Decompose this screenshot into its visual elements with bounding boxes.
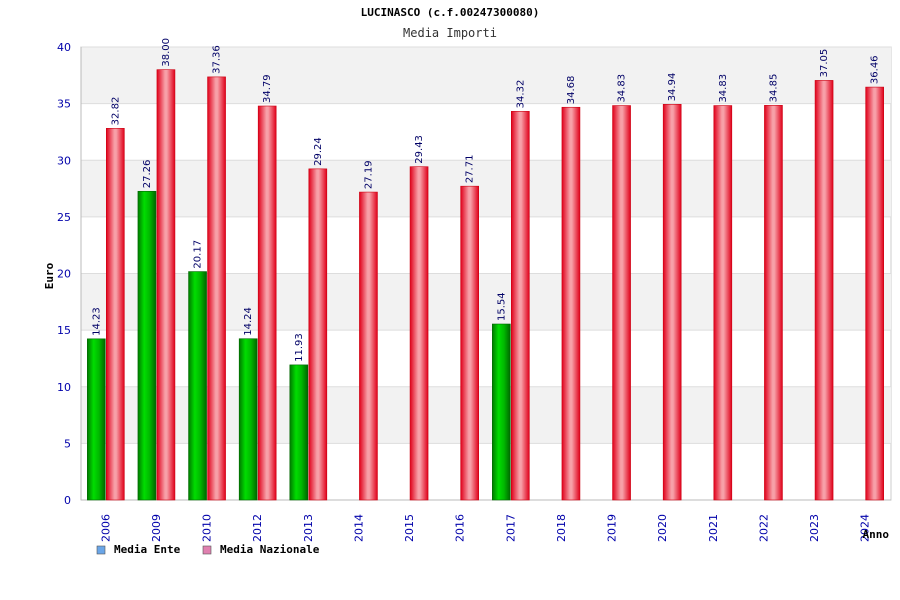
bar-media-nazionale-2017 xyxy=(511,111,530,501)
x-tick-label: 2022 xyxy=(757,514,770,542)
bar-media-nazionale-2024 xyxy=(865,86,884,501)
x-tick-label: 2017 xyxy=(504,514,517,542)
legend: Media Ente Media Nazionale xyxy=(96,543,320,556)
y-tick-label: 15 xyxy=(57,324,71,337)
x-tick-label: 2023 xyxy=(808,514,821,542)
data-label: 27.26 xyxy=(142,160,153,189)
bar-media-nazionale-2009 xyxy=(156,69,176,501)
bar-media-ente-2009 xyxy=(137,190,157,501)
x-tick-label: 2013 xyxy=(302,514,315,542)
data-label: 15.54 xyxy=(496,292,507,321)
y-tick-label: 5 xyxy=(64,437,71,450)
y-tick-label: 20 xyxy=(57,268,71,281)
chart-subtitle: Media Importi xyxy=(403,26,497,40)
data-label: 14.23 xyxy=(91,307,102,336)
y-tick-label: 30 xyxy=(57,154,71,167)
data-label: 27.19 xyxy=(363,160,374,189)
x-tick-label: 2018 xyxy=(555,514,568,542)
y-tick-label: 40 xyxy=(57,41,71,54)
data-label: 27.71 xyxy=(465,155,476,184)
bar-media-nazionale-2021 xyxy=(713,105,733,501)
bar-media-nazionale-2013 xyxy=(308,168,328,501)
data-label: 29.43 xyxy=(414,135,425,164)
data-label: 37.05 xyxy=(819,49,830,78)
data-label: 34.79 xyxy=(262,74,273,103)
data-label: 36.46 xyxy=(870,55,881,84)
bar-media-ente-2006 xyxy=(87,338,106,501)
bar-media-nazionale-2006 xyxy=(106,128,125,501)
data-label: 34.94 xyxy=(667,73,678,102)
bar-media-ente-2017 xyxy=(492,323,511,501)
data-label: 38.00 xyxy=(161,38,172,67)
x-axis-ticks: 2006 2009 2010 2012 2013 2014 2015 2016 2017 2018… xyxy=(99,514,871,542)
x-tick-label: 2024 xyxy=(859,514,872,542)
bar-media-nazionale-2014 xyxy=(359,191,378,501)
data-label: 34.85 xyxy=(768,74,779,103)
y-tick-label: 0 xyxy=(64,494,71,507)
x-tick-label: 2015 xyxy=(403,514,416,542)
x-tick-label: 2010 xyxy=(201,514,214,542)
data-label: 20.17 xyxy=(193,240,204,269)
x-axis-label: Anno xyxy=(863,528,890,541)
bar-media-ente-2013 xyxy=(289,364,309,501)
data-label: 14.24 xyxy=(243,307,254,336)
y-tick-label: 35 xyxy=(57,98,71,111)
bar-media-ente-2012 xyxy=(238,338,258,501)
x-tick-label: 2006 xyxy=(99,514,112,542)
y-axis-label: Euro xyxy=(43,262,56,289)
data-label: 34.32 xyxy=(515,80,526,109)
bar-media-nazionale-2018 xyxy=(561,106,581,501)
legend-label-media-ente: Media Ente xyxy=(114,543,181,556)
y-axis-ticks: 0 5 10 15 20 25 30 35 40 xyxy=(57,41,71,507)
data-label: 32.82 xyxy=(110,97,121,126)
bar-media-nazionale-2016 xyxy=(460,185,479,501)
data-label: 34.68 xyxy=(566,76,577,105)
bar-media-nazionale-2010 xyxy=(207,76,226,501)
value-labels: 14.23 32.82 27.26 38.00 20.17 37.36 14.24 34.79… xyxy=(91,38,880,362)
legend-swatch-media-nazionale xyxy=(202,545,212,555)
data-label: 11.93 xyxy=(294,333,305,362)
bar-media-nazionale-2023 xyxy=(814,80,834,501)
legend-swatch-media-ente xyxy=(96,545,106,555)
legend-label-media-nazionale: Media Nazionale xyxy=(220,543,320,556)
x-tick-label: 2019 xyxy=(606,514,619,542)
bars xyxy=(87,69,884,501)
bar-media-nazionale-2015 xyxy=(409,166,429,501)
bar-media-nazionale-2022 xyxy=(764,105,783,501)
y-tick-label: 25 xyxy=(57,211,71,224)
x-tick-label: 2021 xyxy=(707,514,720,542)
bar-media-nazionale-2012 xyxy=(257,105,277,501)
data-label: 37.36 xyxy=(212,45,223,74)
x-tick-label: 2012 xyxy=(251,514,264,542)
x-tick-label: 2020 xyxy=(656,514,669,542)
x-tick-label: 2014 xyxy=(352,514,365,542)
bar-media-nazionale-2020 xyxy=(662,104,682,501)
data-label: 34.83 xyxy=(718,74,729,103)
x-tick-label: 2016 xyxy=(454,514,467,542)
chart-title: LUCINASCO (c.f.00247300080) xyxy=(361,6,540,19)
data-label: 34.83 xyxy=(617,74,628,103)
y-tick-label: 10 xyxy=(57,381,71,394)
data-label: 29.24 xyxy=(313,137,324,166)
x-tick-label: 2009 xyxy=(150,514,163,542)
bar-media-ente-2010 xyxy=(188,271,207,501)
bar-media-nazionale-2019 xyxy=(612,105,631,501)
